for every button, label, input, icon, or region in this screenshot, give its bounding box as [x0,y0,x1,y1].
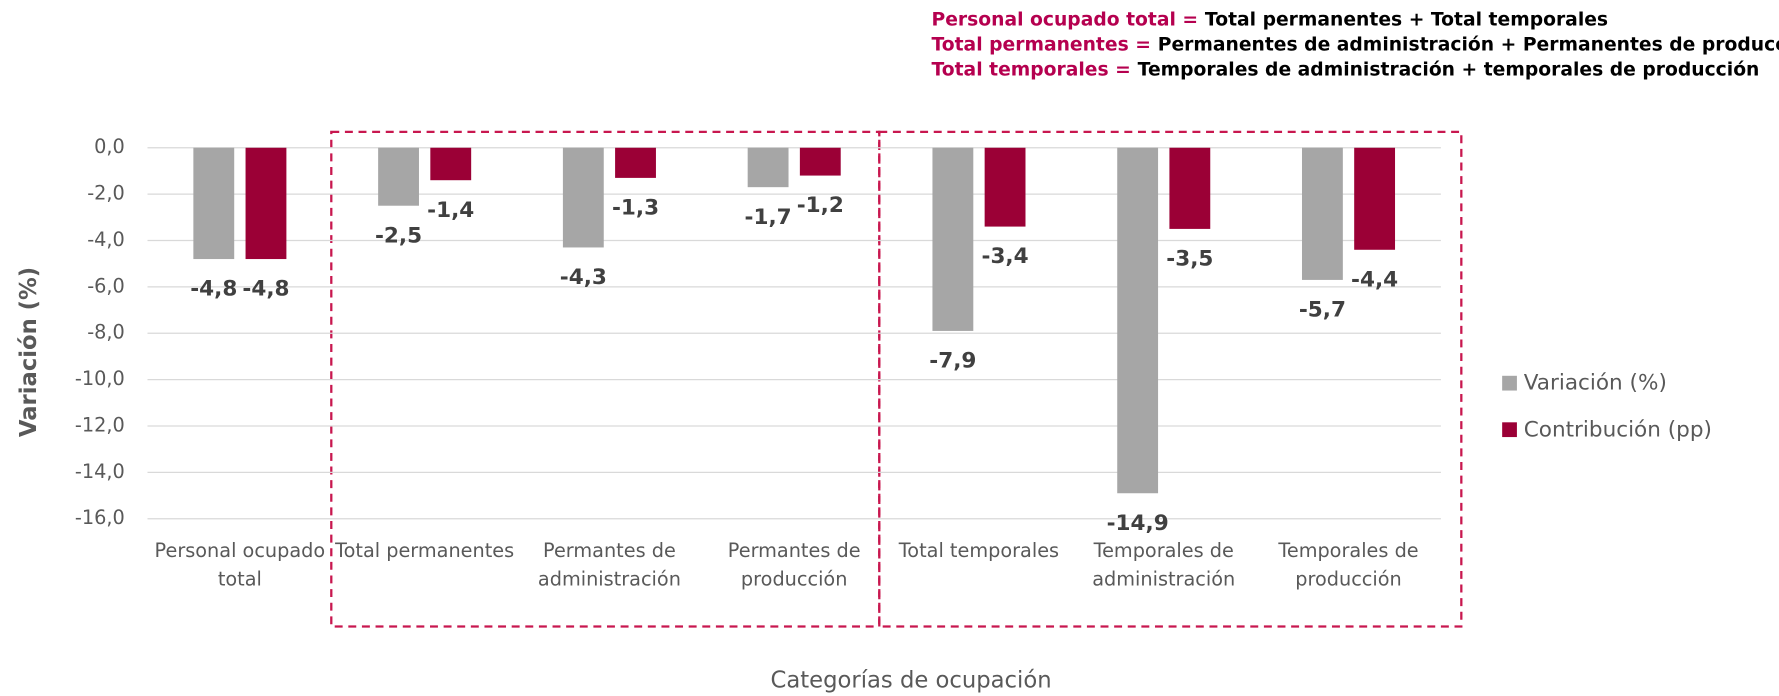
value-label: -1,7 [745,205,792,230]
x-tick-label: Total temporales [898,539,1059,562]
x-tick-label: Total permanentes [334,539,514,562]
x-tick-label: Permantes de [728,539,861,562]
bar [747,147,789,188]
annotation-term: Total permanentes = [931,34,1150,55]
y-tick-label: -16,0 [75,506,125,529]
value-label: -1,2 [797,193,844,218]
value-label: -3,5 [1166,247,1213,272]
value-label: -7,9 [929,349,976,374]
value-label: -4,4 [1351,267,1398,292]
value-label: -14,9 [1107,511,1169,536]
annotation-term: Total temporales = [931,59,1130,80]
value-label: -4,8 [242,277,289,302]
bar [1354,147,1396,250]
x-tick-label: producción [741,568,848,591]
value-label: -3,4 [982,244,1029,269]
bar [932,147,974,331]
value-label: -5,7 [1299,298,1346,323]
value-label: -4,8 [190,277,237,302]
legend-label: Variación (%) [1524,371,1667,396]
y-tick-label: -4,0 [87,228,125,251]
value-label: -4,3 [560,265,607,290]
y-tick-label: -14,0 [75,460,125,483]
annotation: Personal ocupado total = Total permanente… [931,9,1608,30]
bar [799,147,841,176]
x-tick-label: Permantes de [543,539,676,562]
y-tick-label: -12,0 [75,414,125,437]
x-tick-label: administración [1092,568,1235,591]
y-tick-label: 0,0 [94,135,125,158]
annotation-definition: Temporales de administración + temporale… [1138,59,1760,80]
value-label: -1,4 [427,198,474,223]
bar [245,147,287,260]
y-tick-label: -6,0 [87,274,125,297]
y-tick-label: -8,0 [87,321,125,344]
x-tick-label: Temporales de [1277,539,1418,562]
legend-label: Contribución (pp) [1524,417,1712,442]
y-axis-title: Variación (%) [16,267,42,437]
y-tick-label: -10,0 [75,367,125,390]
bar [378,147,419,206]
annotation-definition: Total permanentes + Total temporales [1205,9,1608,30]
annotation: Total permanentes = Permanentes de admini… [931,34,1779,55]
annotation-definition: Permanentes de administración + Permanen… [1158,34,1779,55]
y-tick-label: -2,0 [87,182,125,205]
value-label: -1,3 [612,196,659,221]
bar [1301,147,1343,280]
x-tick-label: total [218,568,262,591]
bar [1169,147,1211,229]
x-tick-label: Personal ocupado [155,539,326,562]
bar [1117,147,1159,494]
legend-swatch [1502,375,1517,391]
bar [984,147,1026,227]
bar [615,147,656,178]
legend-swatch [1502,422,1517,438]
x-tick-label: administración [538,568,681,591]
annotation: Total temporales = Temporales de administ… [931,59,1759,80]
value-label: -2,5 [375,223,422,248]
bar [193,147,235,260]
bar [562,147,604,248]
x-axis-title: Categorías de ocupación [771,667,1052,693]
bar [430,147,472,181]
x-tick-label: Temporales de [1093,539,1234,562]
x-tick-label: producción [1295,568,1402,591]
annotation-term: Personal ocupado total = [931,9,1198,30]
